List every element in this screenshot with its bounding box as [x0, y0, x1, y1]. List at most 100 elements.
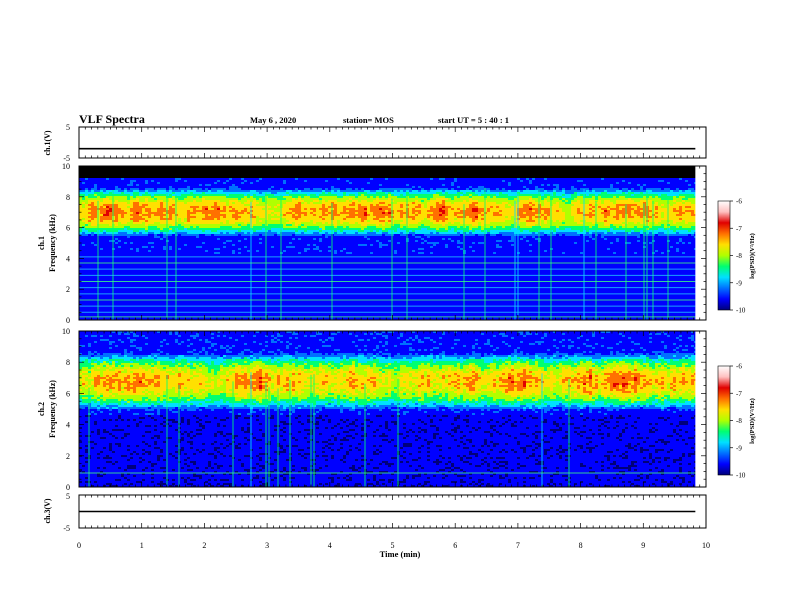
spectrogram-cell	[148, 226, 151, 228]
spectrogram-cell	[190, 184, 193, 186]
spectrogram-cell	[145, 230, 148, 232]
spectrogram-cell	[232, 172, 235, 174]
spectrogram-cell	[223, 200, 226, 202]
spectrogram-cell	[184, 188, 187, 190]
spectrogram-cell	[160, 168, 163, 170]
spectrogram-cell	[145, 240, 148, 242]
spectrogram-cell	[103, 258, 106, 260]
spectrogram-cell	[136, 244, 139, 246]
spectrogram-cell	[142, 306, 145, 308]
spectrogram-cell	[79, 170, 82, 172]
spectrogram-cell	[262, 300, 265, 302]
spectrogram-cell	[256, 278, 259, 280]
spectrogram-cell	[214, 198, 217, 200]
spectrogram-cell	[226, 246, 229, 248]
spectrogram-cell	[157, 168, 160, 170]
spectrogram-cell	[88, 168, 91, 170]
spectrogram-cell	[130, 302, 133, 304]
spectrogram-cell	[193, 258, 196, 260]
spectrogram-cell	[79, 286, 82, 288]
spectrogram-cell	[259, 310, 262, 312]
spectrogram-cell	[130, 214, 133, 216]
spectrogram-cell	[121, 318, 124, 320]
spectrogram-cell	[187, 222, 190, 224]
spectrogram-cell	[148, 190, 151, 192]
spectrogram-cell	[121, 282, 124, 284]
spectrogram-cell	[241, 258, 244, 260]
spectrogram-cell	[226, 176, 229, 178]
spectrogram-cell	[172, 236, 175, 238]
spectrogram-cell	[232, 294, 235, 296]
spectrogram-cell	[220, 236, 223, 238]
spectrogram-cell	[172, 166, 175, 168]
spectrogram-cell	[229, 292, 232, 294]
spectrogram-cell	[151, 292, 154, 294]
spectrogram-cell	[205, 298, 208, 300]
spectrogram-cell	[103, 190, 106, 192]
spectrogram-cell	[127, 292, 130, 294]
spectrogram-cell	[187, 258, 190, 260]
spectrogram-cell	[82, 260, 85, 262]
spectrogram-cell	[184, 312, 187, 314]
spectrogram-cell	[103, 266, 106, 268]
spectrogram-cell	[220, 190, 223, 192]
spectrogram-cell	[238, 270, 241, 272]
spectrogram-cell	[109, 222, 112, 224]
spectrogram-cell	[130, 212, 133, 214]
spectrogram-cell	[193, 192, 196, 194]
spectrogram-cell	[223, 252, 226, 254]
spectrogram-cell	[232, 226, 235, 228]
spectrogram-cell	[79, 302, 82, 304]
spectrogram-cell	[97, 186, 100, 188]
spectrogram-cell	[121, 264, 124, 266]
spectrogram-cell	[169, 184, 172, 186]
spectrogram-cell	[196, 168, 199, 170]
spectrogram-cell	[172, 276, 175, 278]
spectrogram-cell	[130, 174, 133, 176]
spectrogram-cell	[163, 244, 166, 246]
spectrogram-cell	[151, 254, 154, 256]
spectrogram-cell	[151, 178, 154, 180]
spectrogram-cell	[247, 312, 250, 314]
spectrogram-cell	[154, 202, 157, 204]
spectrogram-cell	[133, 246, 136, 248]
spectrogram-cell	[115, 226, 118, 228]
spectrogram-cell	[82, 168, 85, 170]
spectrogram-cell	[103, 242, 106, 244]
spectrogram-cell	[259, 194, 262, 196]
spectrogram-cell	[79, 258, 82, 260]
spectrogram-cell	[190, 198, 193, 200]
spectrogram-cell	[91, 282, 94, 284]
spectrogram-cell	[169, 264, 172, 266]
spectrogram-cell	[178, 196, 181, 198]
spectrogram-cell	[187, 206, 190, 208]
spectrogram-cell	[220, 310, 223, 312]
spectrogram-cell	[160, 266, 163, 268]
spectrogram-cell	[256, 214, 259, 216]
spectrogram-cell	[259, 300, 262, 302]
spectrogram-cell	[247, 172, 250, 174]
spectrogram-cell	[229, 212, 232, 214]
spectrogram-cell	[241, 308, 244, 310]
spectrogram-cell	[241, 260, 244, 262]
spectrogram-cell	[88, 212, 91, 214]
spectrogram-cell	[115, 216, 118, 218]
spectrogram-cell	[226, 182, 229, 184]
spectrogram-cell	[121, 212, 124, 214]
spectrogram-cell	[262, 304, 265, 306]
spectrogram-cell	[235, 232, 238, 234]
spectrogram-cell	[118, 266, 121, 268]
spectrogram-cell	[94, 192, 97, 194]
spectrogram-cell	[232, 178, 235, 180]
spectrogram-cell	[166, 190, 169, 192]
spectrogram-cell	[130, 270, 133, 272]
spectrogram-cell	[127, 290, 130, 292]
spectrogram-cell	[172, 222, 175, 224]
spectrogram-cell	[163, 306, 166, 308]
spectrogram-cell	[88, 282, 91, 284]
spectrogram-cell	[130, 216, 133, 218]
spectrogram-cell	[91, 196, 94, 198]
spectrogram-cell	[115, 242, 118, 244]
spectrogram-cell	[211, 290, 214, 292]
spectrogram-cell	[241, 182, 244, 184]
